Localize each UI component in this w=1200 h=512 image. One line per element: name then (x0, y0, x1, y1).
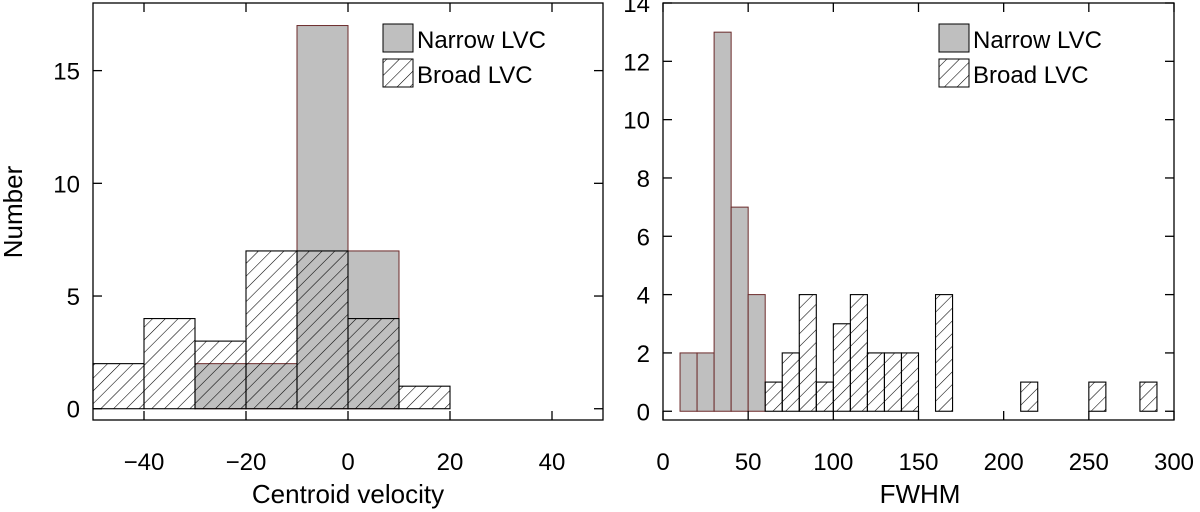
left-x-axis-label: Centroid velocity (252, 479, 444, 509)
y-tick-label: 4 (637, 283, 650, 310)
right-x-axis-label: FWHM (880, 479, 961, 509)
x-tick-label: 150 (898, 449, 938, 476)
bar-broad-lvc-6 (398, 385, 451, 410)
left-panel-centroid-velocity: −40 −20 0 20 40 0 5 10 15 Narrow LVC Broad LVC C… (0, 2, 604, 509)
y-tick-label: 10 (53, 171, 80, 198)
left-y-axis-label: Number (0, 165, 28, 258)
legend-swatch-broad (938, 58, 970, 88)
x-tick-label: 50 (735, 449, 762, 476)
right-legend: Narrow LVC Broad LVC (938, 23, 1102, 89)
bar-broad-lvc-1 (781, 352, 800, 412)
x-tick-label: 0 (341, 449, 354, 476)
left-legend: Narrow LVC Broad LVC (382, 23, 546, 89)
bar-broad-lvc-5 (849, 294, 868, 412)
legend-swatch-narrow (938, 23, 970, 53)
bar-broad-lvc-11 (1088, 381, 1107, 412)
x-tick-label: 20 (437, 449, 464, 476)
bar-broad-lvc-5 (347, 318, 400, 410)
bar-broad-lvc-2 (798, 294, 817, 412)
y-tick-label: 0 (67, 397, 80, 424)
x-tick-label: 0 (656, 449, 669, 476)
legend-swatch-broad (382, 58, 414, 88)
x-tick-label: 200 (984, 449, 1024, 476)
bar-broad-lvc-3 (815, 381, 834, 412)
y-tick-label: 10 (623, 108, 650, 135)
bar-broad-lvc-10 (1020, 381, 1039, 412)
bar-narrow-lvc-2 (713, 31, 732, 412)
bar-broad-lvc-4 (832, 323, 851, 412)
legend-label-broad: Broad LVC (973, 62, 1089, 89)
bar-broad-lvc-2 (194, 340, 247, 410)
x-tick-label: 40 (539, 449, 566, 476)
right-bars (679, 31, 1158, 412)
bar-broad-lvc-0 (764, 381, 783, 412)
y-tick-label: 15 (53, 59, 80, 86)
bar-broad-lvc-9 (934, 294, 954, 412)
right-axis-ticks: 0 50 100 150 200 250 300 0 2 4 6 8 10 12 14 (623, 0, 1194, 476)
y-tick-label: 2 (637, 341, 650, 368)
y-tick-label: 5 (67, 284, 80, 311)
y-tick-label: 12 (623, 49, 650, 76)
legend-label-narrow: Narrow LVC (973, 27, 1102, 54)
bar-broad-lvc-4 (296, 250, 349, 410)
bar-broad-lvc-12 (1139, 381, 1158, 412)
bar-narrow-lvc-4 (747, 294, 766, 412)
x-tick-label: 100 (813, 449, 853, 476)
legend-label-broad: Broad LVC (417, 62, 533, 89)
y-tick-label: 0 (637, 399, 650, 426)
left-bars (92, 25, 451, 410)
bar-broad-lvc-7 (883, 352, 903, 412)
x-tick-label: 250 (1069, 449, 1109, 476)
right-panel-fwhm: 0 50 100 150 200 250 300 0 2 4 6 8 10 12 14 Narrow LVC… (623, 0, 1194, 509)
left-axis-ticks: −40 −20 0 20 40 0 5 10 15 (53, 3, 603, 476)
y-tick-label: 6 (637, 224, 650, 251)
y-tick-label: 8 (637, 166, 650, 193)
legend-label-narrow: Narrow LVC (417, 27, 546, 54)
x-tick-label: −20 (226, 449, 267, 476)
x-tick-label: −40 (124, 449, 165, 476)
x-tick-label: 300 (1154, 449, 1194, 476)
legend-swatch-narrow (382, 23, 414, 53)
bar-broad-lvc-0 (92, 363, 145, 410)
bar-broad-lvc-1 (143, 318, 196, 410)
bar-broad-lvc-3 (245, 250, 298, 410)
bar-narrow-lvc-1 (696, 352, 715, 412)
bar-broad-lvc-6 (866, 352, 885, 412)
y-tick-label: 14 (623, 0, 650, 18)
bar-broad-lvc-8 (900, 352, 920, 412)
bar-narrow-lvc-0 (679, 352, 698, 412)
bar-narrow-lvc-3 (730, 206, 749, 412)
